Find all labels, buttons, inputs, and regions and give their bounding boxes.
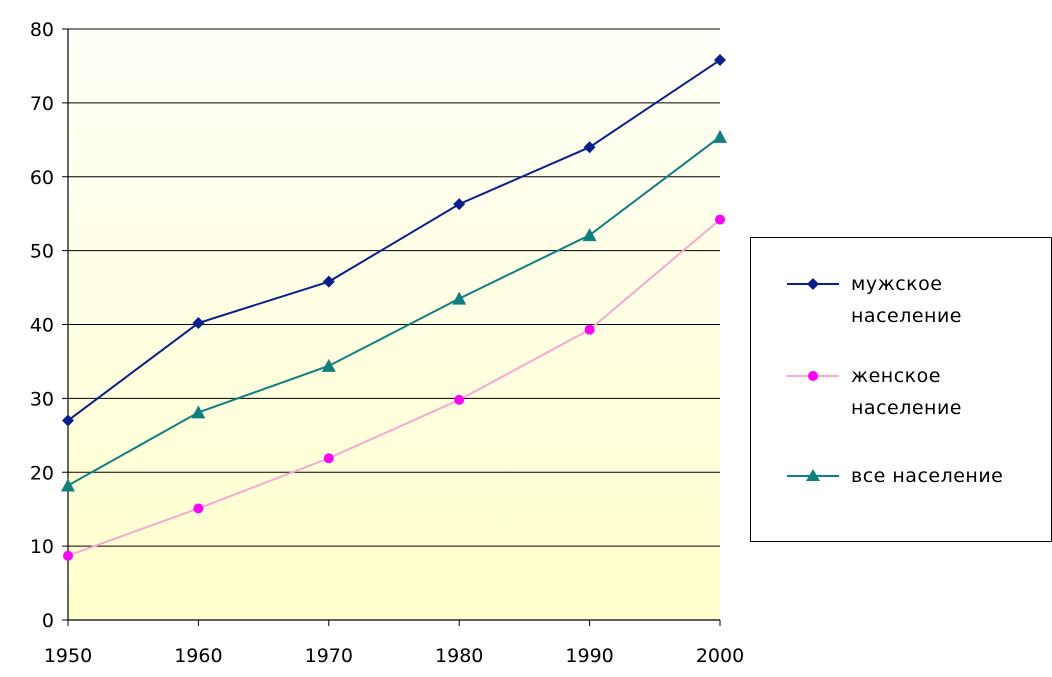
- axes: [62, 28, 721, 626]
- data-point: [454, 394, 465, 405]
- data-point: [714, 54, 726, 67]
- x-tick-label: 1950: [44, 645, 92, 667]
- y-tick-label: 40: [30, 315, 54, 337]
- legend: мужское население женское население все …: [750, 237, 1052, 542]
- y-tick-label: 0: [42, 610, 54, 632]
- legend-marker-female: [787, 371, 839, 381]
- x-tick-label: 1990: [565, 645, 613, 667]
- data-point: [61, 478, 75, 492]
- legend-marker-male: [787, 278, 839, 290]
- data-point: [322, 275, 335, 288]
- y-tick-label: 20: [30, 462, 54, 484]
- x-tick-label: 2000: [696, 645, 744, 667]
- data-point: [63, 550, 73, 561]
- series-line: [67, 136, 721, 487]
- legend-label-line: население: [851, 397, 962, 419]
- y-tick-label: 30: [30, 388, 54, 410]
- data-point: [582, 228, 597, 242]
- y-tick-label: 50: [30, 241, 54, 263]
- legend-label-total: все население: [851, 460, 1003, 492]
- data-point: [192, 317, 205, 330]
- data-point: [715, 214, 725, 225]
- data-point: [321, 358, 336, 372]
- data-point: [323, 453, 334, 464]
- series-lines: [61, 54, 727, 561]
- x-tick-label: 1970: [305, 645, 353, 667]
- series-1: [63, 214, 725, 561]
- data-point: [453, 198, 466, 211]
- data-point: [191, 405, 206, 419]
- data-point: [713, 129, 727, 143]
- x-axis-tick-labels: 1950 1960 1970 1980 1990 2000: [44, 645, 744, 667]
- legend-label-line: мужское: [851, 273, 943, 295]
- x-tick-label: 1960: [174, 645, 222, 667]
- legend-label-male: мужское население: [851, 268, 962, 332]
- y-axis-tick-labels: 0 10 20 30 40 50 60 70 80: [30, 19, 54, 632]
- y-tick-label: 10: [30, 536, 54, 558]
- y-tick-label: 80: [30, 19, 54, 41]
- series-0: [62, 54, 726, 427]
- legend-label-line: женское: [851, 365, 941, 387]
- y-tick-label: 60: [30, 167, 54, 189]
- data-point: [584, 324, 595, 335]
- legend-label-female: женское население: [851, 360, 962, 424]
- y-tick-label: 70: [30, 93, 54, 115]
- legend-marker-total: [787, 469, 839, 481]
- data-point: [62, 414, 74, 427]
- gridlines: [68, 28, 720, 547]
- legend-label-line: население: [851, 305, 962, 327]
- legend-label-line: все население: [851, 465, 1004, 487]
- data-point: [583, 141, 596, 154]
- series-2: [61, 129, 727, 492]
- data-point: [452, 291, 467, 305]
- data-point: [193, 503, 204, 514]
- series-line: [67, 218, 721, 557]
- series-line: [67, 59, 721, 422]
- x-tick-label: 1980: [435, 645, 483, 667]
